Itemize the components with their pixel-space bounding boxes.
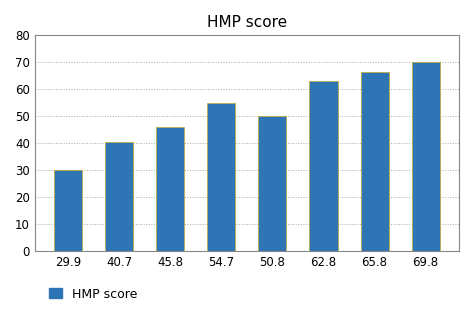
Bar (105, 142, 133, 251)
Title: HMP score: HMP score (207, 15, 287, 30)
Bar (258, 116, 286, 251)
Bar (156, 127, 184, 251)
Bar (361, 72, 389, 251)
Bar (54, 170, 82, 251)
Bar (207, 103, 236, 251)
Bar (310, 81, 337, 251)
Bar (411, 62, 440, 251)
Legend: HMP score: HMP score (44, 283, 142, 306)
